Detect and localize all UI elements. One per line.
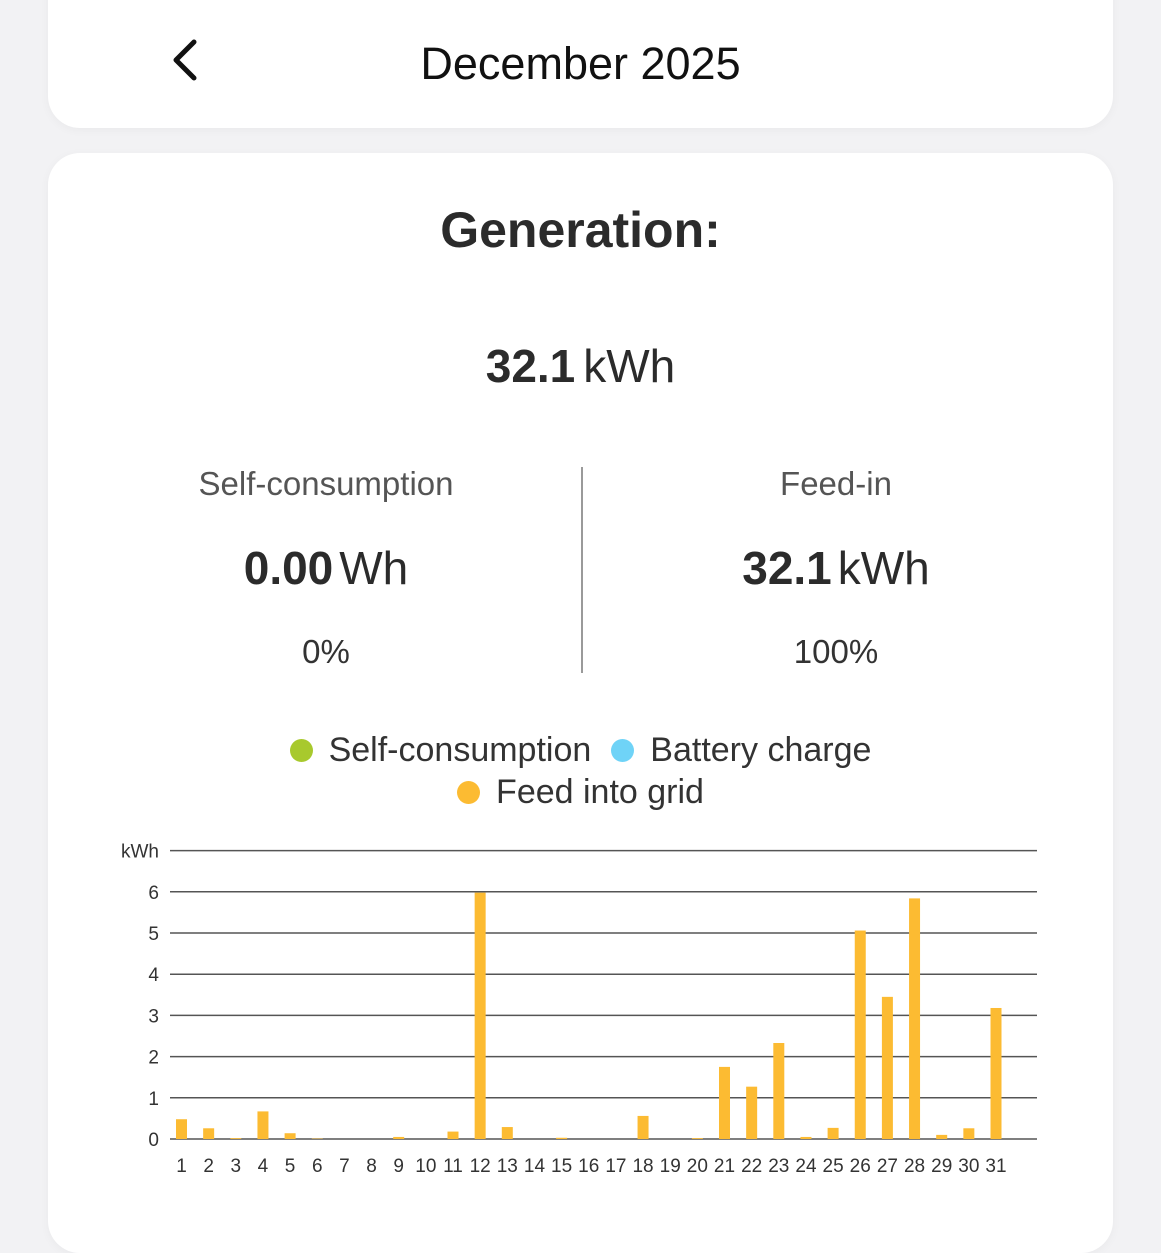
bar bbox=[936, 1135, 947, 1139]
x-tick-label: 9 bbox=[393, 1156, 404, 1177]
x-tick-label: 4 bbox=[258, 1156, 269, 1177]
x-tick-label: 22 bbox=[741, 1156, 762, 1177]
y-tick-label: 0 bbox=[148, 1130, 159, 1151]
y-tick-label: 3 bbox=[148, 1006, 159, 1027]
x-tick-label: 12 bbox=[470, 1156, 491, 1177]
y-tick-label: 5 bbox=[148, 924, 159, 945]
bar bbox=[176, 1119, 187, 1139]
bar bbox=[719, 1067, 730, 1139]
x-tick-label: 17 bbox=[605, 1156, 626, 1177]
x-tick-label: 29 bbox=[931, 1156, 952, 1177]
x-tick-label: 14 bbox=[524, 1156, 546, 1177]
bar bbox=[828, 1128, 839, 1139]
bar bbox=[909, 898, 920, 1139]
bar bbox=[855, 931, 866, 1139]
bar bbox=[692, 1138, 703, 1139]
x-tick-label: 2 bbox=[203, 1156, 214, 1177]
bar bbox=[448, 1132, 459, 1139]
x-tick-label: 1 bbox=[176, 1156, 187, 1177]
x-tick-label: 11 bbox=[443, 1156, 463, 1177]
x-tick-label: 31 bbox=[985, 1156, 1006, 1177]
bar bbox=[393, 1137, 404, 1139]
x-tick-label: 21 bbox=[714, 1156, 735, 1177]
x-tick-label: 30 bbox=[958, 1156, 979, 1177]
x-tick-label: 24 bbox=[795, 1156, 817, 1177]
x-tick-label: 28 bbox=[904, 1156, 925, 1177]
bar bbox=[773, 1043, 784, 1139]
bar bbox=[638, 1116, 649, 1139]
y-tick-label: 2 bbox=[148, 1048, 159, 1069]
bar bbox=[257, 1111, 268, 1139]
bar bbox=[991, 1008, 1002, 1139]
bar bbox=[963, 1128, 974, 1139]
x-tick-label: 27 bbox=[877, 1156, 898, 1177]
bar bbox=[800, 1137, 811, 1139]
bar bbox=[230, 1138, 241, 1139]
x-tick-label: 5 bbox=[285, 1156, 296, 1177]
x-tick-label: 18 bbox=[632, 1156, 653, 1177]
bar bbox=[203, 1128, 214, 1139]
x-tick-label: 19 bbox=[660, 1156, 681, 1177]
x-tick-label: 13 bbox=[497, 1156, 518, 1177]
y-tick-label: 1 bbox=[148, 1089, 159, 1110]
y-tick-label: 4 bbox=[148, 965, 159, 986]
bar bbox=[746, 1087, 757, 1139]
bar bbox=[285, 1133, 296, 1139]
bar bbox=[475, 893, 486, 1139]
x-tick-label: 25 bbox=[823, 1156, 844, 1177]
x-tick-label: 6 bbox=[312, 1156, 323, 1177]
x-tick-label: 8 bbox=[366, 1156, 377, 1177]
bar bbox=[882, 997, 893, 1139]
x-tick-label: 3 bbox=[231, 1156, 242, 1177]
x-tick-label: 15 bbox=[551, 1156, 572, 1177]
bar bbox=[556, 1138, 567, 1139]
x-tick-label: 23 bbox=[768, 1156, 789, 1177]
bar bbox=[502, 1127, 513, 1139]
x-tick-label: 16 bbox=[578, 1156, 599, 1177]
x-tick-label: 7 bbox=[339, 1156, 350, 1177]
x-tick-label: 26 bbox=[850, 1156, 871, 1177]
y-axis-unit-label: kWh bbox=[121, 842, 159, 863]
page-title: December 2025 bbox=[48, 38, 1113, 90]
x-tick-label: 20 bbox=[687, 1156, 708, 1177]
header-card: December 2025 bbox=[48, 0, 1113, 128]
x-tick-label: 10 bbox=[415, 1156, 436, 1177]
y-tick-label: 6 bbox=[148, 883, 159, 904]
